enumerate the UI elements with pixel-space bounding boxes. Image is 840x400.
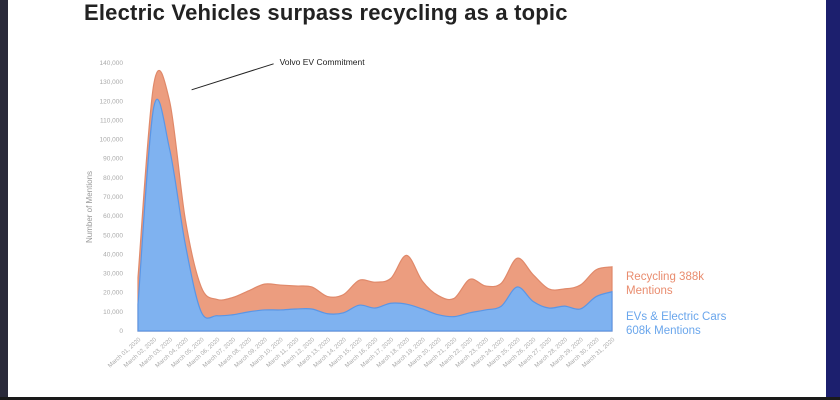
y-tick-label: 100,000 [100,137,124,144]
legend-recycling-line2: Mentions [626,285,673,297]
y-tick-label: 30,000 [103,271,123,278]
y-tick-label: 90,000 [103,156,123,163]
y-tick-label: 0 [119,328,123,335]
y-tick-label: 10,000 [103,309,123,316]
series-recycling-area [137,69,613,332]
y-tick-label: 140,000 [100,60,124,67]
y-tick-label: 80,000 [103,175,123,182]
annotation-pointer [191,63,274,91]
legend-evs: EVs & Electric Cars 608k Mentions [626,311,730,337]
legend-recycling-line1: Recycling 388k [626,271,704,283]
y-tick-label: 120,000 [100,98,124,105]
y-tick-label: 60,000 [103,213,123,220]
legend-evs-line2: 608k Mentions [626,325,701,337]
window-frame-bottom [0,397,840,400]
series-areas [137,69,613,332]
y-tick-label: 110,000 [100,117,123,124]
y-tick-label: 50,000 [103,232,123,239]
y-tick-label: 70,000 [103,194,123,201]
annotation-volvo: Volvo EV Commitment [280,57,366,67]
legend-recycling: Recycling 388k Mentions [626,271,707,297]
legend-evs-line1: EVs & Electric Cars [626,311,727,323]
y-tick-label: 20,000 [103,290,123,297]
series-evs-area [137,98,613,332]
y-axis-label: Number of Mentions [85,171,94,243]
window-frame-right [826,0,840,400]
y-tick-label: 130,000 [100,79,124,86]
y-tick-label: 40,000 [103,251,123,258]
window-frame-left [0,0,8,400]
chart-title: Electric Vehicles surpass recycling as a… [84,0,568,25]
y-axis: 0 10,000 20,000 30,000 40,000 50,000 60,000 70,… [100,60,124,335]
